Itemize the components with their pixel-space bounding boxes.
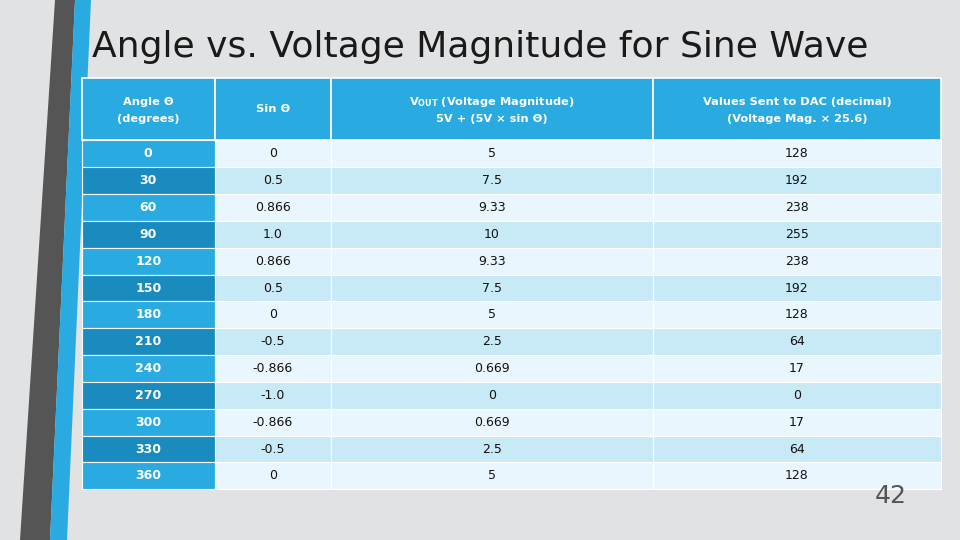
- Text: 0.5: 0.5: [263, 281, 283, 294]
- Text: 0.866: 0.866: [255, 201, 291, 214]
- Text: -0.5: -0.5: [260, 335, 285, 348]
- Text: 90: 90: [139, 228, 156, 241]
- Text: 1.0: 1.0: [263, 228, 282, 241]
- Text: 192: 192: [785, 281, 808, 294]
- Text: 5: 5: [488, 308, 496, 321]
- Text: 17: 17: [789, 362, 804, 375]
- Text: 240: 240: [135, 362, 161, 375]
- Text: 0: 0: [269, 147, 276, 160]
- Text: 150: 150: [135, 281, 161, 294]
- Text: 128: 128: [785, 147, 808, 160]
- Text: 360: 360: [135, 469, 161, 482]
- Text: -0.866: -0.866: [252, 362, 293, 375]
- Text: (Voltage Mag. × 25.6): (Voltage Mag. × 25.6): [727, 114, 867, 124]
- Text: 9.33: 9.33: [478, 201, 506, 214]
- Text: 9.33: 9.33: [478, 255, 506, 268]
- Text: -1.0: -1.0: [260, 389, 285, 402]
- Text: Values Sent to DAC (decimal): Values Sent to DAC (decimal): [703, 97, 891, 107]
- Text: 0: 0: [269, 308, 276, 321]
- Text: Angle Θ: Angle Θ: [123, 97, 174, 107]
- Text: 0.669: 0.669: [474, 362, 510, 375]
- Text: 64: 64: [789, 443, 804, 456]
- Text: 60: 60: [139, 201, 156, 214]
- Text: 180: 180: [135, 308, 161, 321]
- Text: 7.5: 7.5: [482, 281, 502, 294]
- Text: 128: 128: [785, 469, 808, 482]
- Text: 17: 17: [789, 416, 804, 429]
- Text: 300: 300: [135, 416, 161, 429]
- Text: -0.5: -0.5: [260, 443, 285, 456]
- Text: 270: 270: [135, 389, 161, 402]
- Text: 2.5: 2.5: [482, 443, 502, 456]
- Text: 0.5: 0.5: [263, 174, 283, 187]
- Text: 0.866: 0.866: [255, 255, 291, 268]
- Text: 120: 120: [135, 255, 161, 268]
- Text: 64: 64: [789, 335, 804, 348]
- Text: 0: 0: [488, 389, 496, 402]
- Text: Sin Θ: Sin Θ: [255, 104, 290, 114]
- Text: (degrees): (degrees): [117, 114, 180, 124]
- Text: 42: 42: [876, 484, 907, 508]
- Text: 238: 238: [785, 201, 808, 214]
- Text: 7.5: 7.5: [482, 174, 502, 187]
- Text: 255: 255: [785, 228, 809, 241]
- Text: 330: 330: [135, 443, 161, 456]
- Text: 0: 0: [793, 389, 801, 402]
- Text: Angle vs. Voltage Magnitude for Sine Wave: Angle vs. Voltage Magnitude for Sine Wav…: [92, 30, 868, 64]
- Text: 0: 0: [269, 469, 276, 482]
- Text: 128: 128: [785, 308, 808, 321]
- Text: -0.866: -0.866: [252, 416, 293, 429]
- Text: 0.669: 0.669: [474, 416, 510, 429]
- Text: 0: 0: [144, 147, 153, 160]
- Text: 5V + (5V × sin Θ): 5V + (5V × sin Θ): [436, 114, 548, 124]
- Text: $\mathregular{V_{OUT}}$ (Voltage Magnitude): $\mathregular{V_{OUT}}$ (Voltage Magnitu…: [409, 96, 574, 109]
- Text: 210: 210: [135, 335, 161, 348]
- Text: 10: 10: [484, 228, 500, 241]
- Text: 30: 30: [139, 174, 156, 187]
- Text: 192: 192: [785, 174, 808, 187]
- Text: 238: 238: [785, 255, 808, 268]
- Text: 5: 5: [488, 147, 496, 160]
- Text: 2.5: 2.5: [482, 335, 502, 348]
- Text: 5: 5: [488, 469, 496, 482]
